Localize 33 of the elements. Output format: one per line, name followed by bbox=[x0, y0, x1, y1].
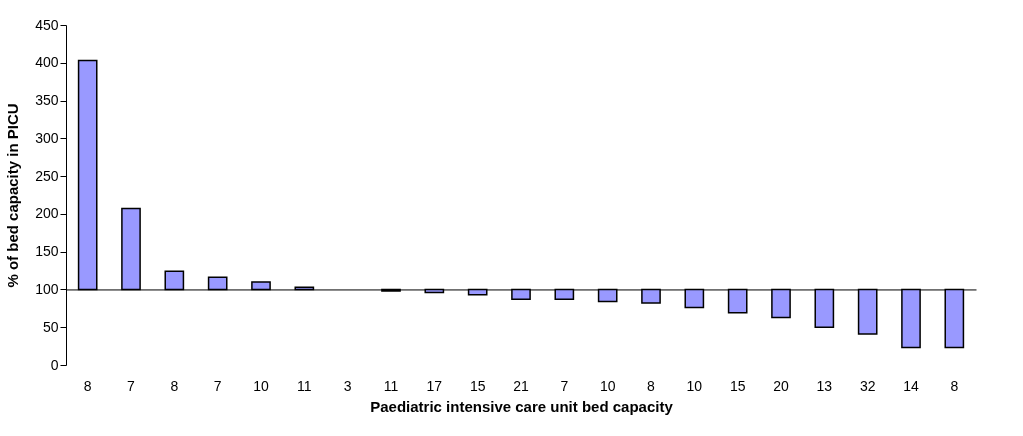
x-tick-label: 14 bbox=[903, 377, 919, 394]
y-tick-label: 300 bbox=[35, 129, 59, 146]
x-tick-label: 7 bbox=[127, 377, 136, 394]
x-tick-label: 32 bbox=[859, 377, 876, 394]
x-tick-label: 11 bbox=[383, 377, 399, 394]
y-tick-label: 50 bbox=[42, 318, 59, 335]
x-tick-label: 8 bbox=[647, 377, 656, 394]
x-tick-label: 13 bbox=[816, 377, 833, 394]
y-tick-label: 150 bbox=[35, 243, 59, 260]
y-tick-label: 100 bbox=[35, 280, 59, 297]
x-tick-label: 7 bbox=[560, 377, 569, 394]
y-tick-label: 0 bbox=[50, 356, 59, 373]
x-axis-title: Paediatric intensive care unit bed capacity bbox=[370, 397, 674, 415]
x-tick-label: 17 bbox=[426, 377, 443, 394]
x-tick-label: 3 bbox=[343, 377, 352, 394]
x-tick-label: 10 bbox=[686, 377, 703, 394]
x-tick-label: 15 bbox=[729, 377, 746, 394]
x-tick-label: 8 bbox=[83, 377, 92, 394]
x-tick-label: 10 bbox=[599, 377, 616, 394]
x-tick-label: 11 bbox=[297, 377, 312, 394]
x-tick-label: 21 bbox=[513, 377, 529, 394]
x-tick-label: 8 bbox=[950, 377, 959, 394]
x-tick-label: 10 bbox=[253, 377, 269, 394]
y-tick-label: 450 bbox=[35, 16, 59, 33]
y-axis-title: % of bed capacity in PICU bbox=[4, 103, 22, 288]
y-tick-label: 200 bbox=[35, 205, 59, 222]
y-tick-label: 350 bbox=[35, 92, 59, 109]
x-tick-label: 20 bbox=[773, 377, 789, 394]
x-tick-label: 15 bbox=[469, 377, 486, 394]
x-tick-label: 7 bbox=[213, 377, 222, 394]
y-tick-label: 250 bbox=[35, 167, 59, 184]
y-tick-label: 400 bbox=[35, 54, 59, 71]
x-tick-label: 8 bbox=[170, 377, 179, 394]
